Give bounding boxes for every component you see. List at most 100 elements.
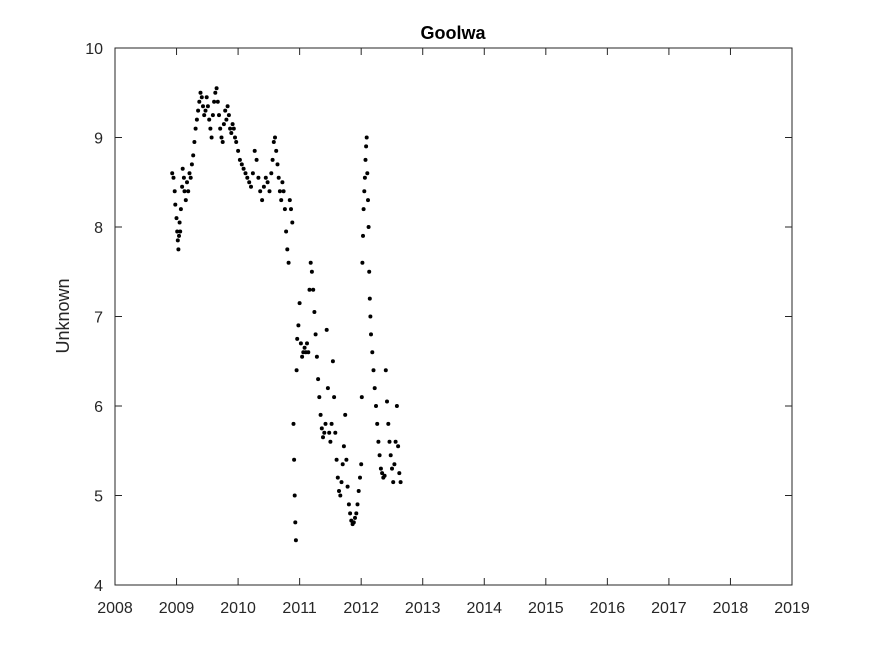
data-point — [311, 287, 316, 292]
x-tick-label: 2019 — [774, 600, 810, 617]
data-point — [203, 108, 208, 113]
data-point — [380, 471, 385, 476]
data-point — [207, 117, 212, 122]
data-point — [174, 216, 179, 221]
x-tick-label: 2013 — [405, 600, 441, 617]
y-axis-label: Unknown — [53, 278, 73, 353]
x-tick-label: 2009 — [159, 600, 195, 617]
data-point — [221, 122, 226, 127]
data-point — [197, 99, 202, 104]
data-point — [351, 520, 356, 525]
data-point — [265, 180, 270, 185]
data-point — [321, 435, 325, 440]
data-point — [296, 323, 301, 328]
data-point — [274, 148, 279, 153]
data-point — [172, 189, 177, 194]
y-axis: 4 5 6 7 8 9 10 — [85, 41, 792, 595]
data-point — [287, 198, 292, 203]
data-point — [220, 140, 225, 144]
data-point — [392, 462, 397, 467]
y-tick-label: 9 — [94, 131, 103, 148]
data-point — [175, 229, 180, 234]
data-point — [217, 113, 221, 118]
data-point — [208, 126, 213, 131]
y-tick-label: 4 — [94, 578, 103, 595]
data-point — [394, 404, 399, 408]
data-point — [228, 126, 233, 131]
data-point — [309, 269, 314, 274]
data-point — [178, 229, 183, 234]
data-point — [354, 511, 359, 516]
data-point — [271, 140, 276, 144]
data-point — [245, 175, 250, 180]
data-point — [250, 171, 255, 176]
data-point — [396, 444, 401, 449]
data-point — [292, 457, 297, 462]
x-axis: 2008 2009 2010 2011 2012 2013 2014 2015 2016 2017… — [97, 48, 810, 617]
data-point — [294, 368, 299, 373]
data-point — [323, 421, 328, 426]
data-point — [348, 511, 353, 516]
data-point — [364, 135, 369, 140]
data-point — [239, 162, 244, 167]
data-point — [270, 157, 275, 162]
data-point — [284, 229, 289, 234]
data-point — [360, 260, 365, 265]
x-tick-label: 2011 — [282, 600, 317, 617]
data-point — [314, 354, 319, 359]
data-point — [343, 412, 348, 417]
data-point — [386, 421, 391, 426]
data-point — [223, 108, 228, 113]
data-point — [247, 180, 252, 185]
data-point — [292, 493, 297, 498]
data-point — [277, 189, 282, 194]
y-tick-label: 10 — [85, 41, 103, 58]
data-point — [218, 126, 223, 131]
data-point — [267, 189, 272, 194]
data-point — [293, 520, 298, 525]
data-point — [328, 439, 333, 444]
data-point — [382, 473, 387, 478]
data-point — [338, 493, 343, 498]
data-point — [192, 140, 197, 144]
data-point — [295, 336, 300, 341]
data-point — [372, 386, 377, 391]
data-point — [204, 95, 209, 100]
data-point — [388, 453, 393, 458]
y-tick-label: 8 — [94, 220, 103, 237]
data-point — [256, 175, 261, 180]
data-point — [293, 538, 298, 543]
data-point — [365, 171, 370, 176]
data-point — [229, 131, 234, 135]
data-point — [390, 466, 394, 471]
data-point — [194, 117, 199, 122]
data-point — [183, 198, 188, 203]
x-tick-label: 2016 — [590, 600, 626, 617]
data-point — [335, 475, 340, 480]
y-tick-label: 5 — [94, 489, 103, 506]
data-point — [177, 233, 181, 238]
data-point — [367, 296, 372, 301]
data-point — [281, 189, 286, 194]
data-point — [291, 421, 296, 426]
x-tick-label: 2015 — [528, 600, 564, 617]
data-point — [196, 108, 201, 113]
x-tick-label: 2012 — [343, 600, 379, 617]
data-point — [236, 148, 241, 153]
data-point — [213, 90, 218, 95]
data-point — [393, 439, 398, 444]
data-point — [322, 430, 327, 435]
data-point — [173, 202, 178, 207]
data-point — [337, 489, 341, 493]
data-point — [269, 171, 274, 176]
data-point — [298, 341, 303, 346]
x-tick-label: 2014 — [466, 600, 502, 617]
data-point — [185, 180, 189, 185]
data-point — [258, 189, 263, 194]
data-point — [176, 247, 181, 252]
data-point — [333, 430, 338, 435]
data-point — [260, 198, 265, 203]
data-point — [219, 135, 224, 140]
data-point — [359, 395, 364, 400]
x-tick-label: 2018 — [713, 600, 749, 617]
